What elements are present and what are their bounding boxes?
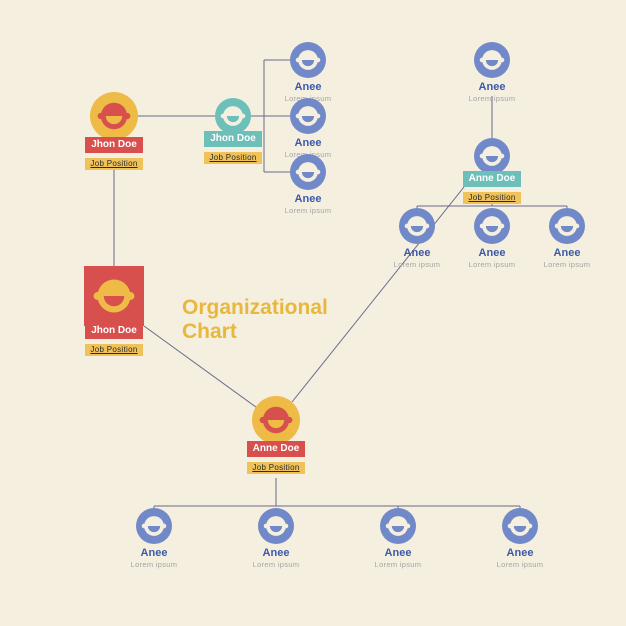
avatar-icon — [527, 208, 607, 244]
node-sub: Job Position — [85, 344, 142, 356]
node-name: Anee — [268, 193, 348, 206]
node-sub: Job Position — [247, 462, 304, 474]
node-name: Jhon Doe — [85, 323, 143, 339]
chart-title: Organizational Chart — [182, 296, 328, 344]
node-sub: Lorem ipsum — [268, 206, 348, 215]
node-sub: Job Position — [85, 158, 142, 170]
node-name: Anne Doe — [247, 441, 306, 457]
org-node-bot_2: AneeLorem ipsum — [236, 508, 316, 569]
avatar-icon — [268, 98, 348, 134]
node-name: Jhon Doe — [85, 137, 143, 153]
node-name: Anee — [480, 547, 560, 560]
node-name: Anee — [527, 247, 607, 260]
node-sub: Lorem ipsum — [527, 260, 607, 269]
org-node-top_teal_lead: Jhon Doe Job Position — [193, 98, 273, 165]
node-sub: Lorem ipsum — [236, 560, 316, 569]
node-name: Jhon Doe — [204, 131, 262, 147]
avatar-icon — [377, 208, 457, 244]
avatar-icon — [114, 508, 194, 544]
node-name: Anee — [114, 547, 194, 560]
org-node-right_sub_m: AneeLorem ipsum — [452, 208, 532, 269]
org-chart-canvas: Organizational Chart Jhon Doe Job Positio… — [0, 0, 626, 626]
org-node-top_c1: AneeLorem ipsum — [268, 42, 348, 103]
node-sub: Lorem ipsum — [114, 560, 194, 569]
org-node-bot_4: AneeLorem ipsum — [480, 508, 560, 569]
avatar-icon — [236, 508, 316, 544]
node-name: Anee — [452, 247, 532, 260]
avatar-icon — [268, 154, 348, 190]
org-node-bot_1: AneeLorem ipsum — [114, 508, 194, 569]
node-sub: Job Position — [204, 152, 261, 164]
org-node-mid_lead: Anne Doe Job Position — [236, 396, 316, 475]
org-node-right_lead: Anne Doe Job Position — [452, 138, 532, 205]
org-node-right_sub_l: AneeLorem ipsum — [377, 208, 457, 269]
avatar-icon — [74, 92, 154, 140]
node-sub: Lorem ipsum — [480, 560, 560, 569]
avatar-icon — [452, 42, 532, 78]
node-sub: Lorem ipsum — [358, 560, 438, 569]
org-node-bot_3: AneeLorem ipsum — [358, 508, 438, 569]
node-sub: Lorem ipsum — [377, 260, 457, 269]
org-node-right_top: AneeLorem ipsum — [452, 42, 532, 103]
org-node-top_left_lead: Jhon Doe Job Position — [74, 92, 154, 171]
avatar-icon — [236, 396, 316, 444]
node-name: Anne Doe — [463, 171, 522, 187]
org-node-top_c2: AneeLorem ipsum — [268, 98, 348, 159]
chart-title-line2: Chart — [182, 320, 328, 344]
chart-title-line1: Organizational — [182, 296, 328, 320]
avatar-icon — [268, 42, 348, 78]
node-name: Anee — [452, 81, 532, 94]
node-sub: Lorem ipsum — [452, 94, 532, 103]
org-node-left_square_lead: Jhon Doe Job Position — [74, 266, 154, 357]
avatar-icon — [358, 508, 438, 544]
node-name: Anee — [236, 547, 316, 560]
node-name: Anee — [358, 547, 438, 560]
node-sub: Lorem ipsum — [452, 260, 532, 269]
node-name: Anee — [377, 247, 457, 260]
avatar-icon — [480, 508, 560, 544]
avatar-icon — [452, 208, 532, 244]
node-name: Anee — [268, 81, 348, 94]
node-name: Anee — [268, 137, 348, 150]
org-node-top_c3: AneeLorem ipsum — [268, 154, 348, 215]
avatar-icon — [74, 266, 154, 326]
org-node-right_sub_r: AneeLorem ipsum — [527, 208, 607, 269]
node-sub: Job Position — [463, 192, 520, 204]
